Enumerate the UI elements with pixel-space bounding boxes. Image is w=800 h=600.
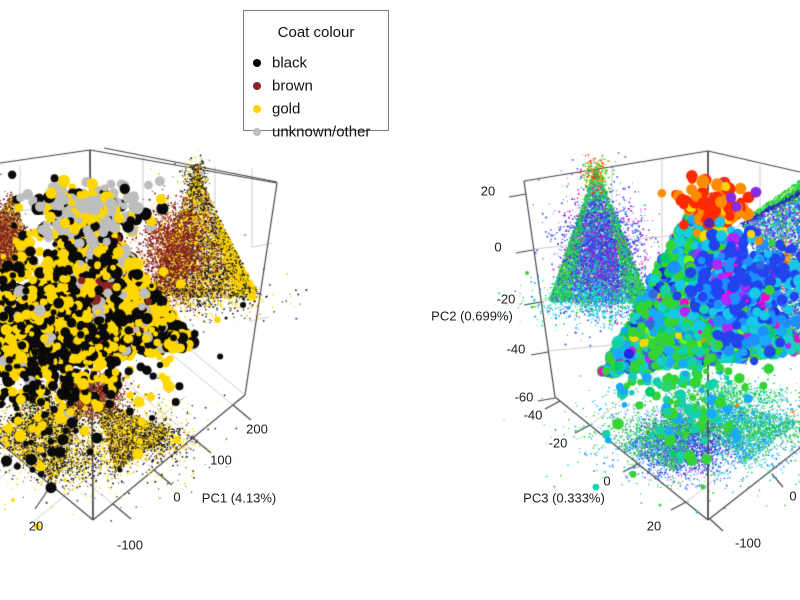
pc3-tick-m20: -20 (548, 435, 568, 451)
pc3-tick-m40: -40 (523, 407, 543, 423)
pc2-tick-m60: -60 (514, 389, 534, 405)
pc3-tick-20: 20 (646, 518, 662, 534)
legend-item-label: unknown/other (272, 123, 371, 141)
pc1-tick-200: 200 (246, 421, 268, 437)
pc1-axis-label: PC1 (4.13%) (201, 490, 277, 506)
pc1-tick-m100: -100 (116, 537, 144, 553)
pc3-tick-20: 20 (28, 518, 44, 534)
legend: Coat colour black brown gold unknown/oth… (243, 10, 389, 141)
legend-item-label: gold (272, 100, 301, 118)
black-dot-icon (253, 59, 261, 67)
pc2-tick-0: 0 (494, 239, 502, 255)
gold-dot-icon (253, 105, 261, 113)
legend-title: Coat colour (277, 24, 355, 41)
pc1r-tick-0: 0 (789, 488, 797, 504)
pc1-tick-100: 100 (210, 452, 232, 468)
pc3-tick-0: 0 (603, 473, 611, 489)
pc1r-tick-m100: -100 (734, 535, 762, 551)
legend-item-label: black (272, 54, 308, 72)
pc3-axis-label: PC3 (0.333%) (523, 490, 605, 506)
brown-dot-icon (253, 82, 261, 90)
gray-dot-icon (253, 128, 261, 136)
legend-item-label: brown (272, 77, 313, 95)
pc2-tick-m20: -20 (496, 291, 516, 307)
pc2-axis-label: PC2 (0.699%) (431, 308, 513, 324)
pc2-tick-m40: -40 (506, 341, 526, 357)
pc2-tick-20: 20 (480, 183, 496, 199)
pc1-tick-0: 0 (173, 489, 181, 505)
